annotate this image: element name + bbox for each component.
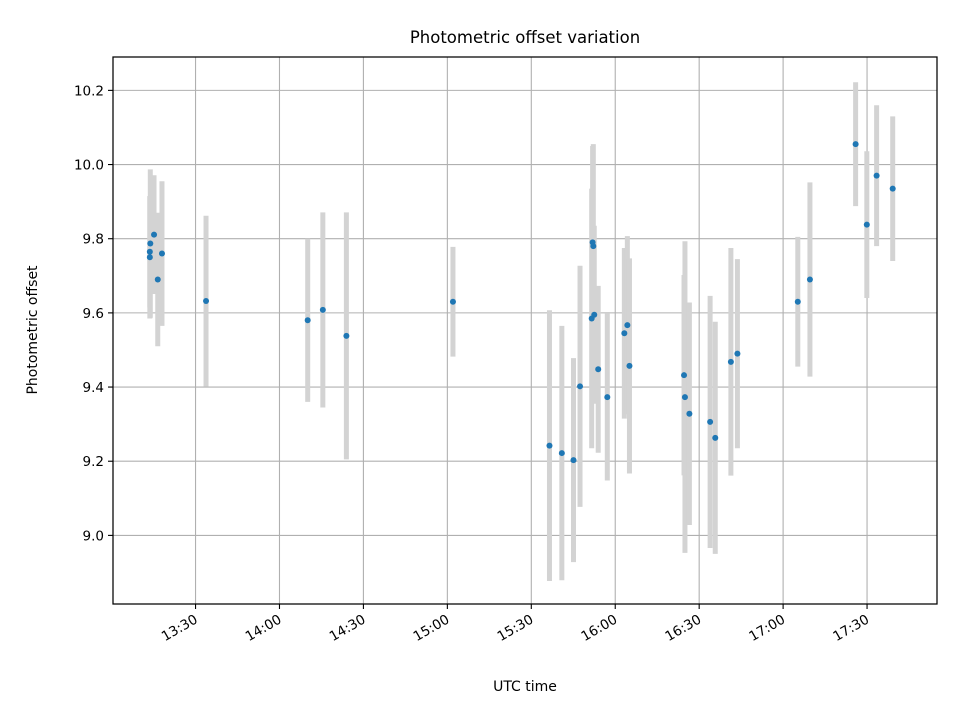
data-point xyxy=(558,450,565,457)
data-point xyxy=(591,311,598,318)
data-point xyxy=(681,394,688,401)
x-gridlines xyxy=(194,57,868,604)
y-tick-label: 9.2 xyxy=(83,454,104,470)
data-point xyxy=(147,240,154,247)
data-point xyxy=(570,457,577,464)
data-point xyxy=(158,250,165,257)
y-tick-label: 9.6 xyxy=(83,306,104,322)
data-point xyxy=(604,394,611,401)
data-point xyxy=(734,350,741,357)
data-point xyxy=(304,317,311,324)
data-point xyxy=(590,243,597,250)
y-tick-label: 9.8 xyxy=(83,232,104,248)
data-point xyxy=(863,221,870,228)
data-point xyxy=(889,185,896,192)
data-point xyxy=(794,298,801,305)
data-point xyxy=(146,254,153,261)
data-point xyxy=(319,306,326,313)
data-point xyxy=(806,276,813,283)
data-points xyxy=(146,141,896,464)
data-point xyxy=(154,276,161,283)
data-point xyxy=(203,298,210,305)
data-point xyxy=(712,434,719,441)
data-point xyxy=(624,322,631,329)
data-point xyxy=(621,330,628,337)
data-point xyxy=(707,418,714,425)
data-point xyxy=(595,366,602,373)
chart-title: Photometric offset variation xyxy=(410,28,640,47)
y-tick-label: 9.4 xyxy=(83,380,104,396)
data-point xyxy=(727,358,734,365)
data-point xyxy=(146,248,153,255)
data-point xyxy=(577,383,584,390)
data-point xyxy=(873,172,880,179)
y-tick-label: 10.2 xyxy=(74,83,104,99)
y-axis-ticks: 9.0 9.2 9.4 9.6 9.8 10.0 10.2 xyxy=(74,83,113,544)
x-axis-title: UTC time xyxy=(493,679,557,695)
data-point xyxy=(852,141,859,148)
y-axis-title: Photometric offset xyxy=(25,265,41,395)
data-point xyxy=(546,442,553,449)
y-tick-label: 9.0 xyxy=(83,528,104,544)
plot-frame xyxy=(112,56,938,605)
data-point xyxy=(151,231,158,238)
data-point xyxy=(686,410,693,417)
data-point xyxy=(343,332,350,339)
data-point xyxy=(681,372,688,379)
y-tick-label: 10.0 xyxy=(74,158,104,174)
data-point xyxy=(626,362,633,369)
data-point xyxy=(449,298,456,305)
